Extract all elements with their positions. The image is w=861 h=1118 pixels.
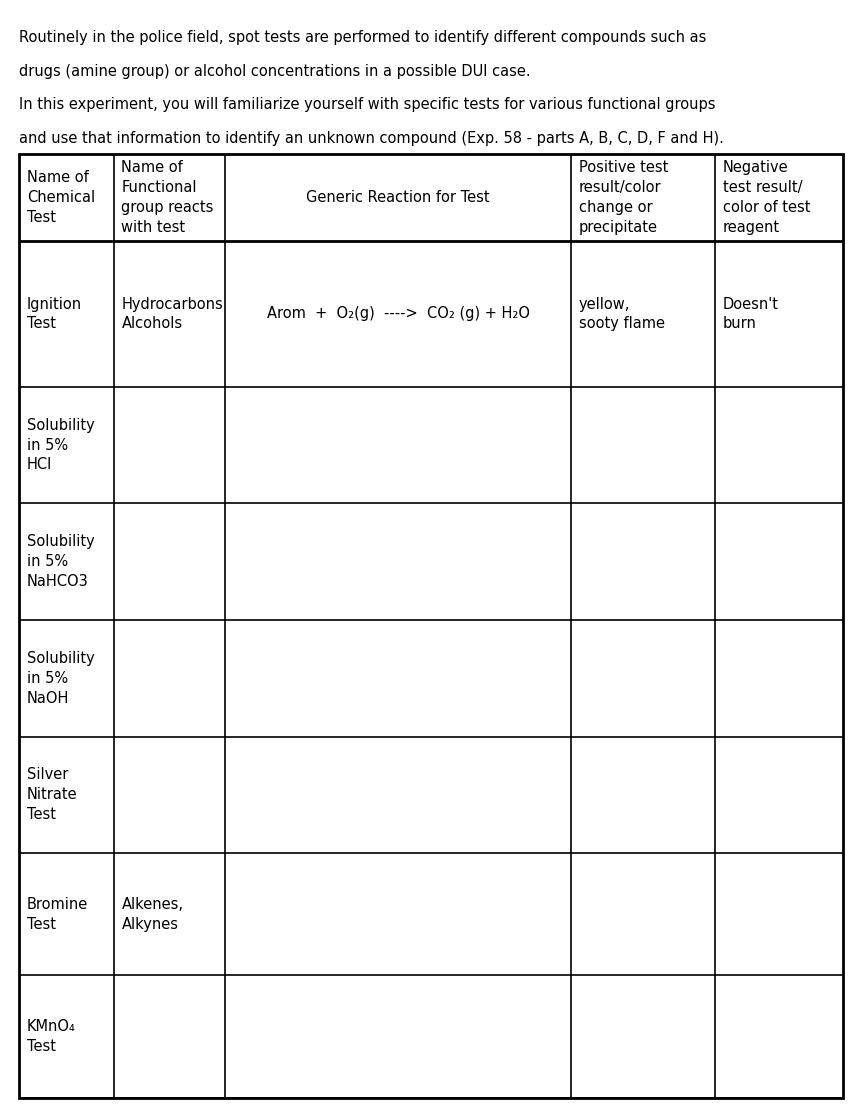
Text: Solubility
in 5%
NaHCO3: Solubility in 5% NaHCO3 <box>27 534 95 589</box>
Text: KMnO₄
Test: KMnO₄ Test <box>27 1020 76 1054</box>
Text: Hydrocarbons
Alcohols: Hydrocarbons Alcohols <box>121 296 223 331</box>
Text: drugs (amine group) or alcohol concentrations in a possible DUI case.: drugs (amine group) or alcohol concentra… <box>19 64 530 78</box>
Text: Name of
Chemical
Test: Name of Chemical Test <box>27 170 95 225</box>
Text: Bromine
Test: Bromine Test <box>27 897 88 931</box>
Bar <box>19 154 842 1098</box>
Text: yellow,
sooty flame: yellow, sooty flame <box>579 296 664 331</box>
Text: Solubility
in 5%
NaOH: Solubility in 5% NaOH <box>27 651 95 705</box>
Text: Generic Reaction for Test: Generic Reaction for Test <box>306 190 489 206</box>
Text: Name of
Functional
group reacts
with test: Name of Functional group reacts with tes… <box>121 161 214 235</box>
Text: Negative
test result/
color of test
reagent: Negative test result/ color of test reag… <box>722 161 809 235</box>
Text: Arom  +  O₂(g)  ---->  CO₂ (g) + H₂O: Arom + O₂(g) ----> CO₂ (g) + H₂O <box>266 306 529 322</box>
Text: Ignition
Test: Ignition Test <box>27 296 82 331</box>
Text: Alkenes,
Alkynes: Alkenes, Alkynes <box>121 897 183 931</box>
Text: Positive test
result/color
change or
precipitate: Positive test result/color change or pre… <box>579 161 667 235</box>
Text: Solubility
in 5%
HCl: Solubility in 5% HCl <box>27 418 95 473</box>
Text: Doesn't
burn: Doesn't burn <box>722 296 778 331</box>
Text: and use that information to identify an unknown compound (Exp. 58 - parts A, B, : and use that information to identify an … <box>19 131 723 145</box>
Text: Routinely in the police field, spot tests are performed to identify different co: Routinely in the police field, spot test… <box>19 30 705 45</box>
Text: In this experiment, you will familiarize yourself with specific tests for variou: In this experiment, you will familiarize… <box>19 97 715 112</box>
Text: Silver
Nitrate
Test: Silver Nitrate Test <box>27 767 77 822</box>
